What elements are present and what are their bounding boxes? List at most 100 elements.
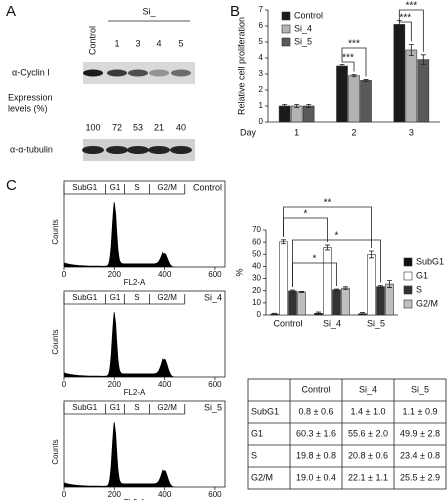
gate-label: S	[134, 403, 139, 412]
lane-label: 1	[114, 38, 119, 48]
gate-label: G2/M	[157, 403, 177, 412]
y-tick-label: 0	[257, 310, 262, 319]
bar	[336, 65, 348, 123]
table-cell: 1.4 ± 1.0	[351, 406, 386, 416]
table-row-label: S	[251, 450, 257, 460]
error-bar	[343, 286, 348, 290]
blot-band	[170, 146, 192, 154]
row-label: α-Cyclin I	[12, 67, 50, 77]
legend-swatch	[281, 11, 291, 21]
y-tick-label: 0	[259, 117, 264, 126]
y-tick-label: 4	[259, 53, 264, 62]
gate-label: S	[134, 293, 139, 302]
blot-band	[149, 69, 169, 77]
table-frame	[247, 378, 447, 490]
bar	[367, 254, 376, 316]
legend-label: G1	[416, 270, 428, 280]
y-tick-label: 3	[259, 69, 264, 78]
error-bar	[316, 311, 321, 315]
bar	[405, 49, 418, 123]
expression-value: 21	[154, 122, 164, 132]
legend-label: Si_4	[294, 23, 312, 33]
legend-label: SubG1	[416, 256, 444, 266]
y-tick-label: 40	[252, 262, 261, 271]
histogram-label: Control	[193, 182, 222, 192]
expression-value: 72	[112, 122, 122, 132]
legend-label: Control	[294, 10, 323, 20]
x-axis-label: Day	[240, 127, 257, 137]
x-tick-label: 600	[208, 270, 222, 279]
error-bar	[325, 244, 330, 251]
error-bar	[306, 104, 312, 108]
histogram-trace	[64, 422, 225, 487]
legend-swatch	[403, 257, 413, 267]
bar	[323, 247, 332, 316]
x-tick-label: 400	[158, 380, 172, 389]
y-tick-label: 70	[252, 225, 261, 234]
table-row-label: G2/M	[251, 472, 273, 482]
x-tick-label: Control	[273, 318, 302, 328]
table-header: Si_5	[411, 384, 429, 394]
table-cell: 20.8 ± 0.6	[348, 450, 388, 460]
significance-bracket	[398, 17, 412, 42]
expression-value: 40	[176, 122, 186, 132]
legend-swatch	[281, 37, 291, 47]
histogram-trace	[64, 312, 225, 377]
legend-swatch	[281, 24, 291, 34]
error-bar	[408, 44, 414, 56]
bar	[288, 290, 297, 316]
error-bar	[363, 79, 369, 82]
error-bar	[299, 291, 304, 293]
bar	[290, 105, 303, 123]
bar	[393, 24, 406, 123]
error-bar	[339, 64, 345, 68]
bar	[297, 291, 306, 316]
x-tick-label: 200	[108, 270, 122, 279]
table-header: Si_4	[359, 384, 377, 394]
error-bar	[281, 239, 286, 245]
bar	[278, 105, 291, 123]
x-tick-label: 600	[208, 380, 222, 389]
y-tick-label: 5	[259, 37, 264, 46]
significance-bracket	[283, 217, 328, 243]
x-tick-label: 2	[351, 127, 356, 137]
blot-band	[82, 146, 104, 154]
x-tick-label: 0	[62, 380, 67, 389]
blot-band	[83, 69, 103, 77]
y-tick-label: 60	[252, 237, 261, 246]
table-cell: 60.3 ± 1.6	[296, 428, 336, 438]
table-header: Control	[301, 384, 330, 394]
error-bar	[334, 288, 339, 291]
y-axis-label: Relative cell proliferation	[236, 17, 246, 115]
bar	[348, 75, 360, 123]
table-cell: 55.6 ± 2.0	[348, 428, 388, 438]
y-tick-label: 50	[252, 249, 261, 258]
significance-label: ***	[342, 53, 354, 64]
histogram-trace	[64, 202, 225, 267]
y-axis-label: Counts	[51, 219, 60, 244]
error-bar	[369, 250, 374, 259]
legend-label: Si_5	[294, 36, 312, 46]
histogram-label: Si_4	[204, 292, 222, 302]
x-tick-label: 0	[62, 490, 67, 499]
x-tick-label: 0	[62, 270, 67, 279]
y-tick-label: 6	[259, 21, 264, 30]
legend-label: G2/M	[416, 298, 438, 308]
significance-label: *	[313, 254, 317, 265]
table-cell: 25.5 ± 2.9	[400, 472, 440, 482]
gate-label: G2/M	[157, 183, 177, 192]
significance-label: ***	[399, 13, 411, 24]
y-axis-label: Counts	[51, 439, 60, 464]
significance-bracket	[283, 206, 372, 249]
table-cell: 22.1 ± 1.1	[348, 472, 388, 482]
lane-label: 3	[135, 38, 140, 48]
y-tick-label: 2	[259, 85, 264, 94]
significance-label: **	[324, 198, 332, 209]
x-tick-label: Si_5	[367, 318, 385, 328]
bar	[332, 289, 341, 316]
table-cell: 1.1 ± 0.9	[403, 406, 438, 416]
x-axis-label: FL2-A	[124, 278, 146, 287]
y-tick-label: 1	[259, 101, 264, 110]
